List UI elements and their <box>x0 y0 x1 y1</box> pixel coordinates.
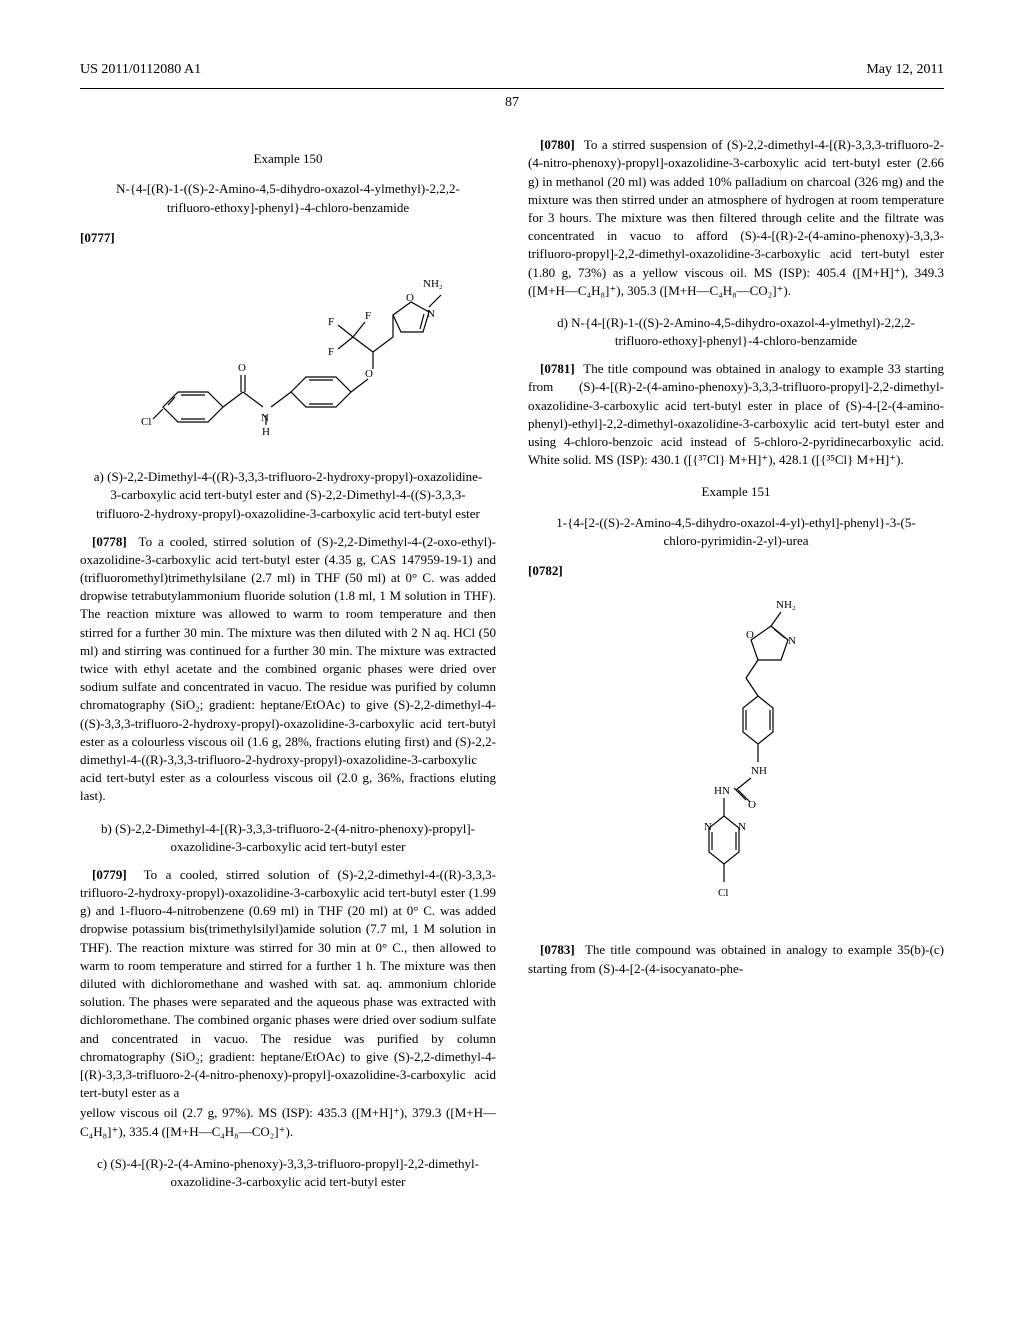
svg-text:O: O <box>748 799 756 811</box>
paragraph-0779: [0779] To a cooled, stirred solution of … <box>80 866 496 1102</box>
svg-text:F: F <box>328 316 334 328</box>
para-num-0781: [0781] <box>540 361 575 376</box>
compound-151-name: 1-{4-[2-((S)-2-Amino-4,5-dihydro-oxazol-… <box>528 514 944 550</box>
page-number: 87 <box>80 93 944 113</box>
para-num-0777: [0777] <box>80 230 115 245</box>
svg-text:O: O <box>406 292 414 304</box>
svg-text:F: F <box>328 346 334 358</box>
svg-text:Cl: Cl <box>141 416 151 428</box>
svg-text:F: F <box>365 310 371 322</box>
two-column-content: Example 150 N-{4-[(R)-1-((S)-2-Amino-4,5… <box>80 136 944 1236</box>
sub-heading-d: d) N-{4-[(R)-1-((S)-2-Amino-4,5-dihydro-… <box>528 314 944 350</box>
svg-text:NH: NH <box>751 765 767 777</box>
para-num-0779: [0779] <box>92 867 127 882</box>
continuation-text: yellow viscous oil (2.7 g, 97%). MS (ISP… <box>80 1104 496 1140</box>
paragraph-0782: [0782] <box>528 562 944 580</box>
para-text-0779: To a cooled, stirred solution of (S)-2,2… <box>80 867 496 1100</box>
svg-text:O: O <box>365 368 373 380</box>
paragraph-0783: [0783] The title compound was obtained i… <box>528 941 944 977</box>
para-num-0783: [0783] <box>540 942 575 957</box>
svg-text:Cl: Cl <box>718 887 728 899</box>
para-text-0778: To a cooled, stirred solution of (S)-2,2… <box>80 534 496 804</box>
svg-text:N: N <box>788 635 796 647</box>
chemical-structure-150: Cl O N H O <box>80 257 496 452</box>
page-header: US 2011/0112080 A1 May 12, 2011 <box>80 60 944 80</box>
paragraph-0778: [0778] To a cooled, stirred solution of … <box>80 533 496 806</box>
paragraph-0780: [0780] To a stirred suspension of (S)-2,… <box>528 136 944 300</box>
svg-text:NH₂: NH₂ <box>776 599 796 611</box>
svg-text:N: N <box>704 821 712 833</box>
example-151-heading: Example 151 <box>528 483 944 501</box>
svg-text:H: H <box>262 426 270 438</box>
publication-number: US 2011/0112080 A1 <box>80 60 201 80</box>
sub-heading-c: c) (S)-4-[(R)-2-(4-Amino-phenoxy)-3,3,3-… <box>80 1155 496 1191</box>
paragraph-0781: [0781] The title compound was obtained i… <box>528 360 944 469</box>
para-text-0781: The title compound was obtained in analo… <box>528 361 944 467</box>
svg-text:N: N <box>261 412 269 424</box>
para-num-0780: [0780] <box>540 137 575 152</box>
example-150-heading: Example 150 <box>80 150 496 168</box>
para-text-0783: The title compound was obtained in analo… <box>528 942 944 975</box>
compound-150-name: N-{4-[(R)-1-((S)-2-Amino-4,5-dihydro-oxa… <box>80 180 496 216</box>
svg-text:NH₂: NH₂ <box>423 278 443 290</box>
para-num-0778: [0778] <box>92 534 127 549</box>
svg-text:N: N <box>738 821 746 833</box>
svg-text:O: O <box>746 629 754 641</box>
chemical-structure-151: NH₂ O N NH O HN <box>528 590 944 925</box>
svg-text:O: O <box>238 362 246 374</box>
sub-heading-b: b) (S)-2,2-Dimethyl-4-[(R)-3,3,3-trifluo… <box>80 820 496 856</box>
header-rule <box>80 88 944 89</box>
publication-date: May 12, 2011 <box>866 60 944 80</box>
para-num-0782: [0782] <box>528 563 563 578</box>
svg-text:HN: HN <box>714 785 730 797</box>
svg-text:N: N <box>427 308 435 320</box>
paragraph-0777: [0777] <box>80 229 496 247</box>
para-text-0780: To a stirred suspension of (S)-2,2-dimet… <box>528 137 944 298</box>
sub-heading-a: a) (S)-2,2-Dimethyl-4-((R)-3,3,3-trifluo… <box>80 468 496 523</box>
